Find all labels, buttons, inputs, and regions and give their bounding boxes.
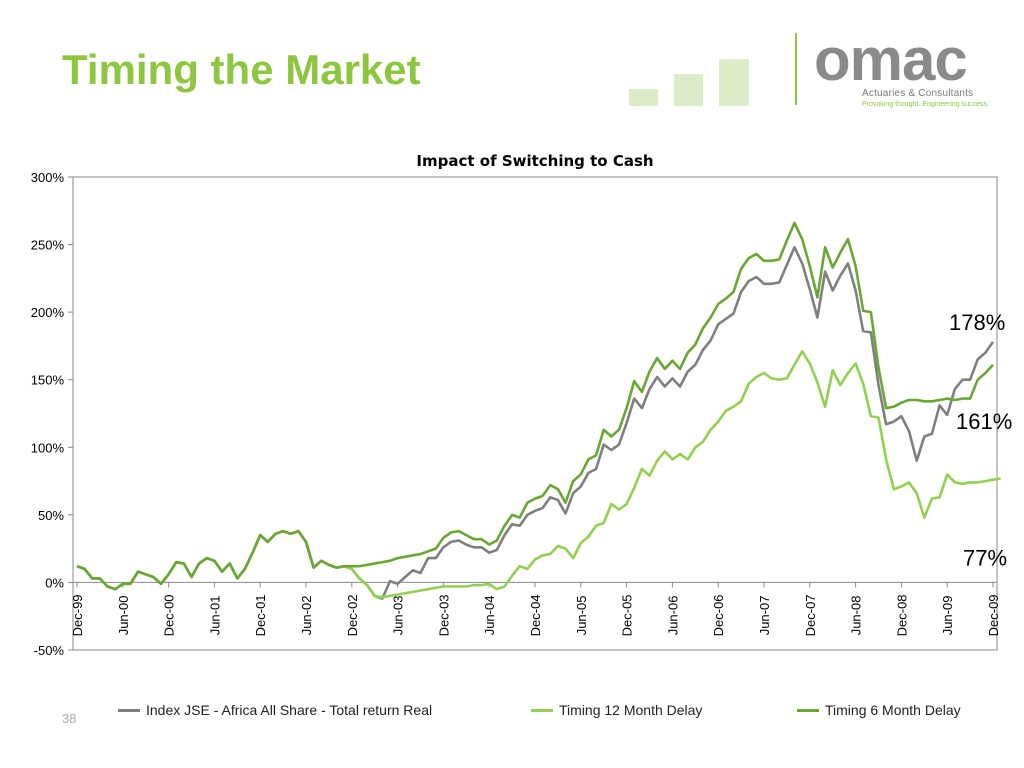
end-value-label: 161% — [956, 409, 1012, 434]
logo-slogan: Provoking thought. Engineering success. — [862, 101, 989, 108]
x-tick-label: Jun-00 — [116, 596, 131, 636]
chart-legend: Index JSE - Africa All Share - Total ret… — [0, 702, 1024, 722]
legend-swatch — [118, 708, 140, 712]
x-tick-label: Dec-04 — [528, 594, 543, 636]
x-tick-label: Dec-05 — [620, 594, 635, 636]
legend-item: Index JSE - Africa All Share - Total ret… — [118, 702, 432, 718]
y-tick-label: 200% — [31, 305, 65, 320]
x-tick-label: Dec-09 — [986, 594, 1001, 636]
x-tick-label: Dec-03 — [436, 594, 451, 636]
logo-tagline: Actuaries & Consultants — [862, 88, 974, 99]
end-value-label: 77% — [963, 545, 1007, 570]
y-tick-label: 250% — [31, 238, 65, 253]
series-line-3 — [76, 221, 994, 591]
x-tick-label: Dec-00 — [162, 594, 177, 636]
decorative-bar-large — [719, 59, 749, 106]
legend-item: Timing 12 Month Delay — [531, 702, 702, 718]
x-tick-label: Dec-01 — [253, 594, 268, 636]
x-tick-label: Jun-06 — [665, 596, 680, 636]
page-number: 38 — [62, 711, 77, 726]
x-tick-label: Jun-01 — [207, 596, 222, 636]
y-tick-label: 300% — [31, 170, 65, 185]
x-tick-label: Jun-03 — [391, 596, 406, 636]
y-tick-label: -50% — [34, 643, 65, 658]
x-tick-label: Jun-08 — [849, 596, 864, 636]
chart-title: Impact of Switching to Cash — [416, 152, 653, 170]
x-tick-label: Jun-09 — [940, 596, 955, 636]
x-tick-label: Dec-02 — [345, 594, 360, 636]
line-chart: Impact of Switching to Cash 300% 250% 200% 1… — [31, 152, 1013, 658]
x-tick-label: Dec-07 — [803, 594, 818, 636]
logo-divider — [795, 33, 797, 105]
legend-swatch — [531, 708, 553, 712]
x-tick-label: Dec-08 — [894, 594, 909, 636]
decorative-bars — [629, 58, 749, 106]
legend-label: Timing 6 Month Delay — [825, 702, 961, 718]
logo-wordmark: omac — [814, 26, 968, 93]
x-tick-label: Jun-02 — [299, 596, 314, 636]
y-tick-label: 0% — [45, 575, 64, 590]
plot-area — [72, 176, 998, 651]
legend-swatch — [797, 708, 819, 712]
legend-item: Timing 6 Month Delay — [797, 702, 961, 718]
legend-label: Index JSE - Africa All Share - Total ret… — [146, 702, 433, 718]
x-tick-label: Jun-04 — [482, 596, 497, 636]
company-logo: omac Actuaries & Consultants Provoking t… — [814, 30, 996, 112]
legend-label: Timing 12 Month Delay — [559, 702, 703, 718]
x-tick-label: Jun-05 — [574, 596, 589, 636]
y-tick-label: 100% — [31, 440, 65, 455]
decorative-bar-small — [629, 89, 658, 106]
end-value-label: 178% — [949, 310, 1005, 335]
y-tick-label: 150% — [31, 373, 65, 388]
x-tick-label: Jun-07 — [757, 596, 772, 636]
decorative-bar-medium — [674, 74, 703, 106]
x-tick-label: Dec-06 — [711, 594, 726, 636]
slide-title: Timing the Market — [62, 46, 421, 93]
series-line-1 — [76, 246, 995, 600]
y-tick-label: 50% — [38, 508, 64, 523]
x-tick-label: Dec-99 — [70, 594, 85, 636]
